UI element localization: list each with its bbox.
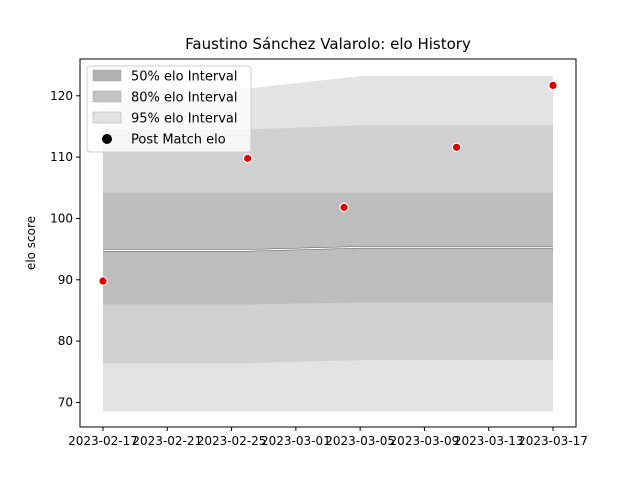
x-tick-label: 2023-02-17 (68, 434, 138, 448)
legend-swatch (92, 111, 122, 124)
legend-label: 50% elo Interval (131, 70, 238, 85)
y-tick-label: 70 (58, 395, 73, 409)
legend-swatch (92, 69, 122, 82)
plot-area: 2023-02-172023-02-212023-02-252023-03-01… (50, 58, 588, 448)
post-match-elo-point (242, 153, 253, 164)
x-tick-label: 2023-03-09 (390, 434, 460, 448)
x-tick-label: 2023-03-17 (518, 434, 588, 448)
legend-swatch (92, 90, 122, 103)
mean-elo-line (103, 246, 553, 251)
legend-label: 95% elo Interval (131, 112, 238, 127)
post-match-elo-point (451, 142, 462, 153)
x-tick-label: 2023-03-01 (261, 434, 331, 448)
x-tick-label: 2023-03-05 (325, 434, 395, 448)
legend-marker (102, 134, 112, 144)
y-tick-label: 90 (58, 273, 73, 287)
y-tick-label: 80 (58, 334, 73, 348)
legend-label: 80% elo Interval (131, 91, 238, 106)
x-tick-label: 2023-03-13 (454, 434, 524, 448)
legend-label: Post Match elo (131, 133, 226, 148)
y-tick-label: 110 (50, 150, 73, 164)
legend: 50% elo Interval 80% elo Interval 95% elo … (86, 65, 252, 153)
post-match-elo-point (339, 202, 349, 213)
x-tick-label: 2023-02-21 (132, 434, 202, 448)
post-match-elo-point (548, 80, 558, 91)
x-tick-label: 2023-02-25 (197, 434, 267, 448)
y-tick-label: 120 (50, 89, 73, 103)
axes-frame (79, 58, 577, 428)
legend-frame (86, 65, 252, 153)
y-tick-label: 100 (50, 211, 73, 225)
y-axis-label: elo score (24, 216, 38, 270)
chart-title: Faustino Sánchez Valarolo: elo History (185, 35, 471, 53)
post-match-elo-point (98, 276, 108, 286)
